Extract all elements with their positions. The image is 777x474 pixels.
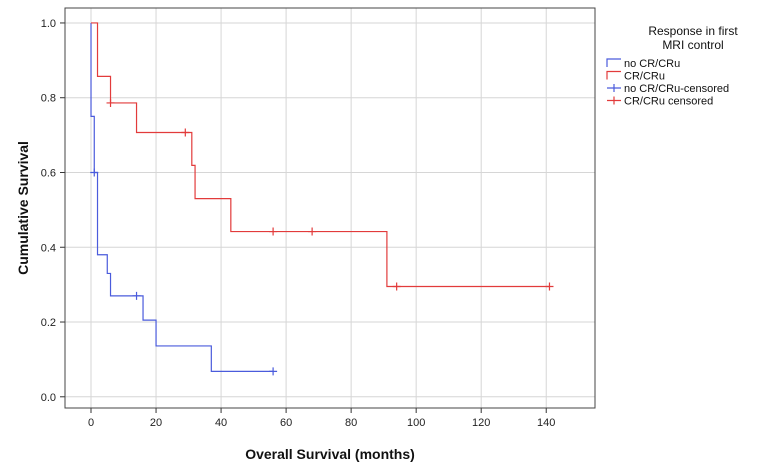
censor-mark: [269, 367, 278, 376]
series-line-no-cr: [90, 22, 274, 372]
x-tick-label: 20: [150, 417, 162, 429]
y-tick-label: 0.8: [41, 93, 56, 105]
y-tick-label: 0.6: [41, 167, 56, 179]
censor-mark: [269, 227, 278, 236]
x-tick-label: 40: [215, 417, 227, 429]
censor-mark: [308, 227, 317, 236]
censor-mark: [106, 98, 115, 107]
legend-label: CR/CRu censored: [624, 96, 713, 108]
legend-swatch: [606, 70, 621, 80]
censor-mark: [392, 282, 401, 291]
legend-label: no CR/CRu: [624, 58, 680, 70]
y-axis-title: Cumulative Survival: [15, 141, 31, 275]
legend-swatch: [606, 58, 621, 67]
y-tick-label: 0.2: [41, 317, 56, 329]
y-tick-label: 0.4: [41, 242, 56, 254]
censor-mark: [181, 128, 190, 137]
plot-area: [65, 8, 595, 408]
censor-mark: [545, 282, 554, 291]
x-tick-label: 120: [472, 417, 490, 429]
x-axis-title: Overall Survival (months): [245, 446, 415, 462]
x-tick-label: 60: [280, 417, 292, 429]
y-tick-label: 1.0: [41, 18, 56, 30]
censor-mark: [90, 168, 99, 177]
censor-mark: [132, 291, 141, 300]
legend-title-line-2: MRI control: [662, 38, 723, 52]
x-tick-label: 80: [345, 417, 357, 429]
legend: Response in first MRI control no CR/CRuC…: [606, 24, 738, 108]
gridlines: [65, 8, 595, 408]
x-tick-label: 140: [537, 417, 555, 429]
x-tick-label: 0: [88, 417, 94, 429]
x-tick-label: 100: [407, 417, 425, 429]
series-layer: [90, 22, 554, 376]
legend-label: no CR/CRu-censored: [624, 83, 729, 95]
legend-swatch: [607, 96, 621, 105]
legend-title-line-1: Response in first: [648, 24, 738, 38]
y-tick-label: 0.0: [41, 392, 56, 404]
tick-labels: 0 20 40 60 80 100 120 140 0.0 0.2 0.4 0.6 0.8 1.0: [41, 18, 556, 429]
legend-swatch: [607, 84, 621, 92]
legend-label: CR/CRu: [624, 71, 665, 83]
plot-frame: [64, 7, 596, 409]
axes: [60, 7, 596, 413]
